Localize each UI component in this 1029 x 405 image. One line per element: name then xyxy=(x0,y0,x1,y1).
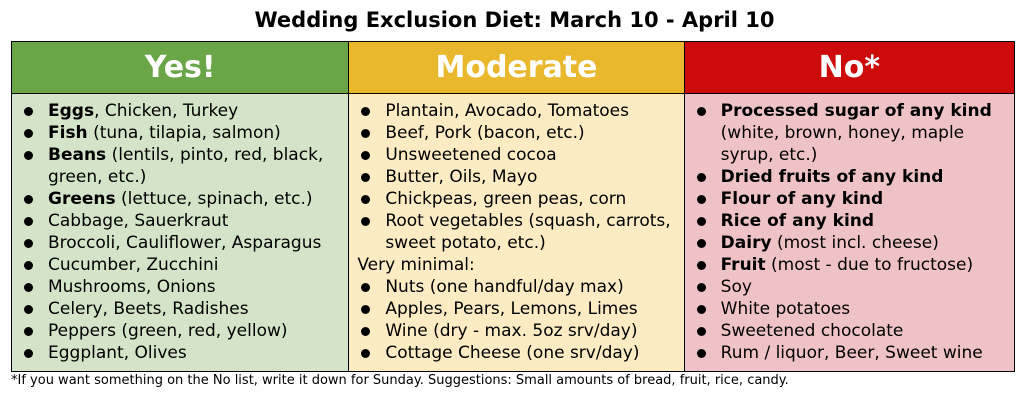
list-item: Processed sugar of any kind (white, brow… xyxy=(685,100,1014,166)
item-text: (lentils, pinto, red, black, green, etc.… xyxy=(48,145,324,187)
item-text: (lettuce, spinach, etc.) xyxy=(115,189,313,209)
item-text: Plantain, Avocado, Tomatoes xyxy=(385,101,629,121)
list-item: Plantain, Avocado, Tomatoes xyxy=(349,100,683,122)
item-bold-text: Flour of any kind xyxy=(720,189,884,209)
item-text: Chickpeas, green peas, corn xyxy=(385,189,627,209)
list-item: Beef, Pork (bacon, etc.) xyxy=(349,122,683,144)
list-item: Broccoli, Cauliflower, Asparagus xyxy=(12,232,348,254)
item-text: Sweetened chocolate xyxy=(720,321,904,341)
list-item: Rice of any kind xyxy=(685,210,1014,232)
list-item: Celery, Beets, Radishes xyxy=(12,298,348,320)
list-item: Cabbage, Sauerkraut xyxy=(12,210,348,232)
yes-header: Yes! xyxy=(12,42,349,94)
yes-column: Yes! Eggs, Chicken, Turkey Fish (tuna, ti… xyxy=(12,42,349,371)
item-bold-text: Beans xyxy=(48,145,107,165)
item-bold-text: Dried fruits of any kind xyxy=(720,167,944,187)
list-item: Greens (lettuce, spinach, etc.) xyxy=(12,188,348,210)
diet-table: Yes! Eggs, Chicken, Turkey Fish (tuna, ti… xyxy=(11,41,1015,372)
item-text: Apples, Pears, Lemons, Limes xyxy=(385,299,638,319)
item-text: , Chicken, Turkey xyxy=(94,101,239,121)
list-item: Dairy (most incl. cheese) xyxy=(685,232,1014,254)
list-item: Root vegetables (squash, carrots, sweet … xyxy=(349,210,683,254)
no-list: Processed sugar of any kind (white, brow… xyxy=(685,94,1014,364)
list-item: Eggplant, Olives xyxy=(12,342,348,364)
item-text: Beef, Pork (bacon, etc.) xyxy=(385,123,585,143)
list-item: Apples, Pears, Lemons, Limes xyxy=(349,298,683,320)
item-bold-text: Rice of any kind xyxy=(720,211,875,231)
item-bold-text: Eggs xyxy=(48,101,95,121)
list-item: Wine (dry - max. 5oz srv/day) xyxy=(349,320,683,342)
item-text: Rum / liquor, Beer, Sweet wine xyxy=(720,343,983,363)
item-text: Soy xyxy=(720,277,752,297)
item-text: (most - due to fructose) xyxy=(765,255,974,275)
item-text: Root vegetables (squash, carrots, sweet … xyxy=(385,211,671,253)
item-text: Peppers (green, red, yellow) xyxy=(48,321,288,341)
list-item: Chickpeas, green peas, corn xyxy=(349,188,683,210)
list-item: Butter, Oils, Mayo xyxy=(349,166,683,188)
list-item: Fruit (most - due to fructose) xyxy=(685,254,1014,276)
item-text: (most incl. cheese) xyxy=(771,233,939,253)
yes-list: Eggs, Chicken, Turkey Fish (tuna, tilapia… xyxy=(12,94,348,364)
item-text: Cabbage, Sauerkraut xyxy=(48,211,229,231)
item-text: Eggplant, Olives xyxy=(48,343,187,363)
item-text: Celery, Beets, Radishes xyxy=(48,299,249,319)
list-item: Rum / liquor, Beer, Sweet wine xyxy=(685,342,1014,364)
item-text: Wine (dry - max. 5oz srv/day) xyxy=(385,321,638,341)
item-text: Cucumber, Zucchini xyxy=(48,255,219,275)
list-item: Beans (lentils, pinto, red, black, green… xyxy=(12,144,348,188)
list-item: Sweetened chocolate xyxy=(685,320,1014,342)
item-text: White potatoes xyxy=(720,299,851,319)
item-bold-text: Greens xyxy=(48,189,116,209)
item-text: Butter, Oils, Mayo xyxy=(385,167,538,187)
item-text: Mushrooms, Onions xyxy=(48,277,216,297)
item-bold-text: Processed sugar of any kind xyxy=(720,101,992,121)
list-item: Soy xyxy=(685,276,1014,298)
list-item: Dried fruits of any kind xyxy=(685,166,1014,188)
item-bold-text: Fruit xyxy=(720,255,766,275)
item-text: Cottage Cheese (one srv/day) xyxy=(385,343,640,363)
item-bold-text: Dairy xyxy=(720,233,772,253)
moderate-list: Plantain, Avocado, Tomatoes Beef, Pork (b… xyxy=(349,94,683,364)
list-item: Cottage Cheese (one srv/day) xyxy=(349,342,683,364)
item-text: (white, brown, honey, maple syrup, etc.) xyxy=(720,123,965,165)
very-minimal-subheading: Very minimal: xyxy=(357,255,475,275)
list-item: Eggs, Chicken, Turkey xyxy=(12,100,348,122)
list-item: Fish (tuna, tilapia, salmon) xyxy=(12,122,348,144)
list-item: Peppers (green, red, yellow) xyxy=(12,320,348,342)
item-text: Nuts (one handful/day max) xyxy=(385,277,624,297)
list-item: White potatoes xyxy=(685,298,1014,320)
moderate-column: Moderate Plantain, Avocado, Tomatoes Beef… xyxy=(348,42,684,371)
moderate-header: Moderate xyxy=(349,42,684,94)
no-column: No* Processed sugar of any kind (white, … xyxy=(683,42,1014,371)
list-item: Cucumber, Zucchini xyxy=(12,254,348,276)
list-item: Unsweetened cocoa xyxy=(349,144,683,166)
item-bold-text: Fish xyxy=(48,123,88,143)
item-text: Broccoli, Cauliflower, Asparagus xyxy=(48,233,322,253)
page-title: Wedding Exclusion Diet: March 10 - April… xyxy=(254,8,775,32)
item-text: (tuna, tilapia, salmon) xyxy=(87,123,281,143)
footnote: *If you want something on the No list, w… xyxy=(11,373,789,388)
list-item: Nuts (one handful/day max) xyxy=(349,276,683,298)
list-item: Mushrooms, Onions xyxy=(12,276,348,298)
no-header: No* xyxy=(684,42,1014,94)
item-text: Unsweetened cocoa xyxy=(385,145,557,165)
list-item: Flour of any kind xyxy=(685,188,1014,210)
